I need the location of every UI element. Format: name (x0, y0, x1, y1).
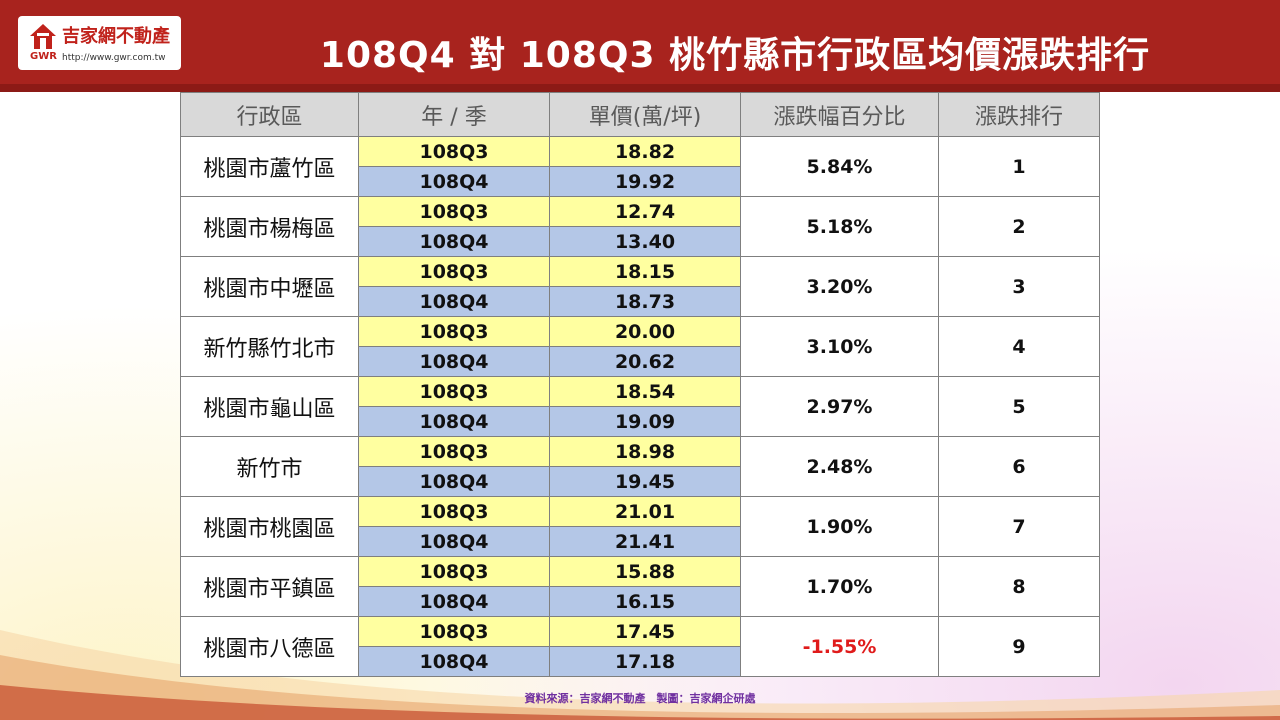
table-header-row: 行政區 年 / 季 單價(萬/坪) 漲跌幅百分比 漲跌排行 (180, 92, 1100, 137)
district-cell: 桃園市八德區 (180, 616, 359, 677)
year-quarter-q3-cell: 108Q3 (358, 436, 550, 467)
district-cell: 桃園市龜山區 (180, 376, 359, 437)
table-row: 108Q4 19.92 (181, 166, 1100, 197)
district-cell: 桃園市楊梅區 (180, 196, 359, 257)
year-quarter-q4-cell: 108Q4 (358, 406, 550, 437)
logo-url: http://www.gwr.com.tw (62, 53, 166, 63)
table-row: 桃園市蘆竹區 108Q3 18.82 5.84% 1 (180, 136, 1100, 197)
year-quarter-q3-cell: 108Q3 (358, 196, 550, 227)
year-quarter-q4-cell: 108Q4 (358, 466, 550, 497)
price-q3-cell: 21.01 (549, 496, 741, 527)
price-q4-cell: 17.18 (549, 646, 741, 677)
rank-cell: 6 (938, 436, 1100, 497)
table-row: 108Q4 21.41 (181, 526, 1100, 557)
change-percent-cell: 2.48% (740, 436, 939, 497)
header-year-quarter: 年 / 季 (358, 92, 550, 137)
rank-cell: 3 (938, 256, 1100, 317)
rank-cell: 1 (938, 136, 1100, 197)
price-q4-cell: 19.92 (549, 166, 741, 197)
header-district: 行政區 (180, 92, 359, 137)
district-cell: 桃園市蘆竹區 (180, 136, 359, 197)
price-q3-cell: 17.45 (549, 616, 741, 647)
price-q4-cell: 18.73 (549, 286, 741, 317)
price-q3-cell: 18.15 (549, 256, 741, 287)
year-quarter-q4-cell: 108Q4 (358, 646, 550, 677)
price-q3-cell: 15.88 (549, 556, 741, 587)
price-q4-cell: 21.41 (549, 526, 741, 557)
district-cell: 桃園市中壢區 (180, 256, 359, 317)
title-bar: 吉家網不動產 GWR http://www.gwr.com.tw 108Q4 對… (0, 0, 1280, 92)
district-cell: 桃園市平鎮區 (180, 556, 359, 617)
change-percent-cell: 2.97% (740, 376, 939, 437)
rank-cell: 7 (938, 496, 1100, 557)
year-quarter-q3-cell: 108Q3 (358, 256, 550, 287)
year-quarter-q3-cell: 108Q3 (358, 376, 550, 407)
source-note: 資料來源：吉家網不動產 製圖：吉家網企研處 (524, 692, 756, 705)
year-quarter-q4-cell: 108Q4 (358, 286, 550, 317)
change-percent-cell: -1.55% (740, 616, 939, 677)
change-percent-cell: 1.70% (740, 556, 939, 617)
district-cell: 桃園市桃園區 (180, 496, 359, 557)
price-q3-cell: 20.00 (549, 316, 741, 347)
price-q3-cell: 18.98 (549, 436, 741, 467)
price-q4-cell: 19.45 (549, 466, 741, 497)
page-title: 108Q4 對 108Q3 桃竹縣市行政區均價漲跌排行 (319, 35, 1151, 76)
price-q4-cell: 13.40 (549, 226, 741, 257)
year-quarter-q3-cell: 108Q3 (358, 556, 550, 587)
table-row: 桃園市楊梅區 108Q3 12.74 5.18% 2 (180, 196, 1100, 257)
table-row: 桃園市中壢區 108Q3 18.15 3.20% 3 (180, 256, 1100, 317)
price-q3-cell: 12.74 (549, 196, 741, 227)
year-quarter-q3-cell: 108Q3 (358, 316, 550, 347)
header-change-percent: 漲跌幅百分比 (740, 92, 939, 137)
year-quarter-q4-cell: 108Q4 (358, 346, 550, 377)
rank-cell: 2 (938, 196, 1100, 257)
price-q4-cell: 16.15 (549, 586, 741, 617)
year-quarter-q4-cell: 108Q4 (358, 166, 550, 197)
table-row: 108Q4 17.18 (181, 646, 1100, 677)
company-logo: 吉家網不動產 GWR http://www.gwr.com.tw (18, 16, 181, 70)
table-row: 新竹市 108Q3 18.98 2.48% 6 (180, 436, 1100, 497)
district-cell: 新竹縣竹北市 (180, 316, 359, 377)
change-percent-cell: 3.20% (740, 256, 939, 317)
rank-cell: 4 (938, 316, 1100, 377)
logo-name: 吉家網不動產 (62, 26, 170, 47)
year-quarter-q3-cell: 108Q3 (358, 496, 550, 527)
change-percent-cell: 3.10% (740, 316, 939, 377)
house-logo-icon (30, 24, 56, 49)
header-unit-price: 單價(萬/坪) (549, 92, 741, 137)
price-q3-cell: 18.82 (549, 136, 741, 167)
table-row: 108Q4 20.62 (181, 346, 1100, 377)
table-row: 新竹縣竹北市 108Q3 20.00 3.10% 4 (180, 316, 1100, 377)
price-q4-cell: 19.09 (549, 406, 741, 437)
rank-cell: 5 (938, 376, 1100, 437)
rank-cell: 8 (938, 556, 1100, 617)
price-q4-cell: 20.62 (549, 346, 741, 377)
year-quarter-q3-cell: 108Q3 (358, 616, 550, 647)
year-quarter-q4-cell: 108Q4 (358, 226, 550, 257)
table-row: 桃園市八德區 108Q3 17.45 -1.55% 9 (180, 616, 1100, 677)
price-ranking-table: 行政區 年 / 季 單價(萬/坪) 漲跌幅百分比 漲跌排行 桃園市蘆竹區 108Q… (180, 92, 1100, 677)
price-q3-cell: 18.54 (549, 376, 741, 407)
table-row: 108Q4 16.15 (181, 586, 1100, 617)
year-quarter-q3-cell: 108Q3 (358, 136, 550, 167)
table-row: 桃園市龜山區 108Q3 18.54 2.97% 5 (180, 376, 1100, 437)
year-quarter-q4-cell: 108Q4 (358, 586, 550, 617)
table-row: 108Q4 19.45 (181, 466, 1100, 497)
district-cell: 新竹市 (180, 436, 359, 497)
table-row: 108Q4 19.09 (181, 406, 1100, 437)
decorative-wave (0, 630, 1280, 720)
change-percent-cell: 5.18% (740, 196, 939, 257)
change-percent-cell: 5.84% (740, 136, 939, 197)
change-percent-cell: 1.90% (740, 496, 939, 557)
logo-gwr: GWR (30, 51, 57, 62)
year-quarter-q4-cell: 108Q4 (358, 526, 550, 557)
table-row: 桃園市桃園區 108Q3 21.01 1.90% 7 (180, 496, 1100, 557)
rank-cell: 9 (938, 616, 1100, 677)
header-rank: 漲跌排行 (938, 92, 1100, 137)
table-row: 桃園市平鎮區 108Q3 15.88 1.70% 8 (180, 556, 1100, 617)
